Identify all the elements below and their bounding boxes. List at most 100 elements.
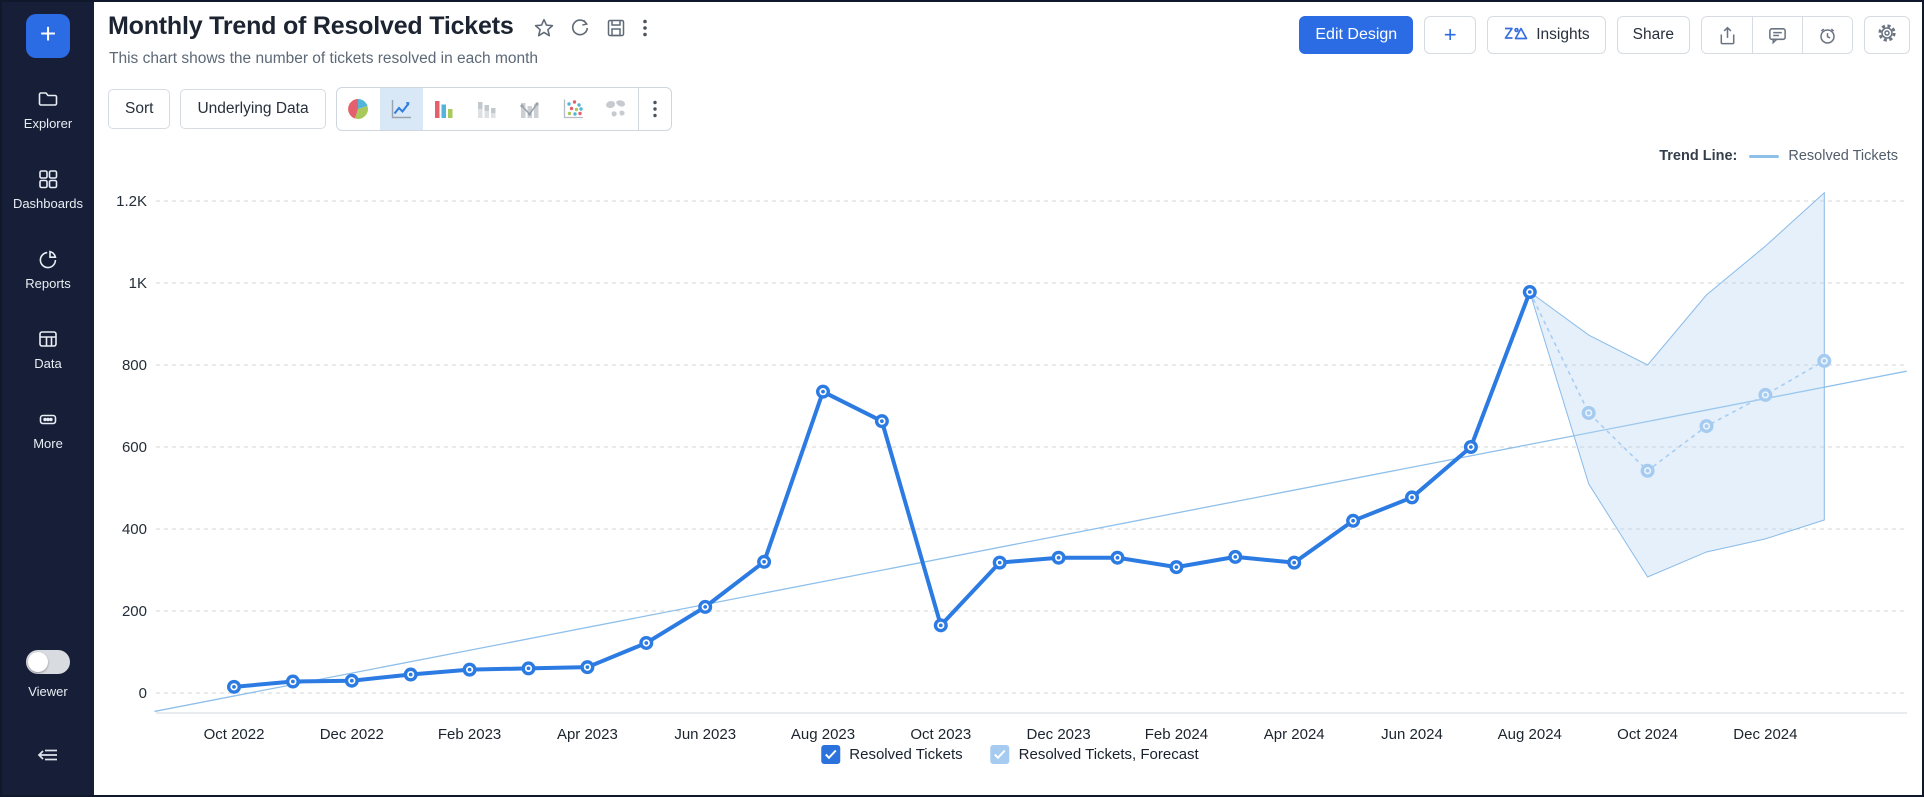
- data-point-marker: [408, 672, 413, 677]
- x-tick-label: Dec 2023: [1026, 726, 1090, 743]
- trend-line: [154, 370, 1907, 713]
- data-point-marker: [526, 666, 531, 671]
- data-point-marker: [1586, 411, 1591, 415]
- legend-item-resolved-tickets[interactable]: Resolved Tickets: [821, 745, 963, 764]
- data-point-marker: [821, 389, 825, 394]
- x-tick-label: Oct 2022: [204, 726, 265, 743]
- data-point-marker: [1056, 555, 1061, 560]
- stacked-bar-icon[interactable]: [466, 88, 509, 130]
- data-point-marker: [1822, 359, 1827, 363]
- folder-icon: [37, 88, 59, 110]
- chart-types-more-icon[interactable]: [639, 88, 671, 130]
- forecast-band: [1528, 191, 1825, 578]
- legend-label: Resolved Tickets: [849, 746, 963, 763]
- x-tick-label: Jun 2024: [1381, 726, 1443, 743]
- chart-area: 0 200 400 600 800 1K 1.2K Oct 2022 Dec 2022 Feb 2…: [94, 142, 1924, 797]
- refresh-icon[interactable]: [570, 18, 590, 38]
- sidebar-item-label: Data: [34, 356, 62, 371]
- chart-legend: Resolved Tickets Resolved Tickets, Forec…: [821, 745, 1199, 764]
- data-point-marker: [291, 679, 295, 684]
- data-point-marker: [1410, 495, 1414, 500]
- y-tick-label: 1.2K: [116, 193, 147, 210]
- trend-line-series: Resolved Tickets: [1788, 148, 1898, 164]
- map-chart-icon[interactable]: [595, 88, 638, 130]
- toggle-knob: [28, 652, 48, 672]
- settings-gear-icon: [1876, 22, 1898, 49]
- x-tick-label: Oct 2023: [910, 726, 971, 743]
- divider: [637, 88, 639, 130]
- x-tick-label: Apr 2023: [557, 726, 618, 743]
- sidebar-item-label: More: [33, 436, 63, 451]
- scatter-chart-icon[interactable]: [552, 88, 595, 130]
- trend-line-swatch: [1749, 154, 1780, 158]
- data-point-marker: [1174, 565, 1179, 570]
- y-tick-label: 200: [122, 603, 147, 620]
- sidebar-item-data[interactable]: Data: [2, 328, 94, 386]
- collapse-sidebar-button[interactable]: [35, 744, 61, 771]
- x-tick-label: Aug 2024: [1498, 726, 1562, 743]
- insights-button[interactable]: Insights: [1487, 16, 1606, 54]
- data-point-marker: [1351, 518, 1355, 523]
- legend-item-forecast[interactable]: Resolved Tickets, Forecast: [990, 745, 1199, 764]
- data-point-marker: [467, 667, 472, 672]
- export-button[interactable]: [1702, 17, 1752, 53]
- checkbox-checked-icon: [821, 745, 841, 764]
- sidebar-item-more[interactable]: More: [2, 408, 94, 466]
- kebab-menu-icon[interactable]: [642, 18, 648, 38]
- x-tick-label: Dec 2022: [320, 726, 384, 743]
- add-view-button[interactable]: +: [1424, 16, 1477, 54]
- data-point-marker: [1115, 555, 1120, 560]
- data-point-marker: [997, 560, 1002, 565]
- y-tick-label: 0: [139, 685, 147, 702]
- x-tick-label: Apr 2024: [1264, 726, 1325, 743]
- trend-line-label: Trend Line:: [1659, 148, 1738, 164]
- comment-button[interactable]: [1752, 17, 1802, 53]
- chart-type-switcher: [335, 87, 672, 131]
- viewer-toggle[interactable]: [26, 650, 70, 674]
- line-chart-icon[interactable]: [379, 88, 423, 130]
- sort-button[interactable]: Sort: [108, 89, 171, 129]
- create-new-button[interactable]: +: [26, 14, 70, 58]
- data-point-marker: [938, 623, 943, 628]
- data-point-marker: [1292, 560, 1297, 565]
- data-point-marker: [703, 605, 708, 609]
- edit-design-button[interactable]: Edit Design: [1299, 16, 1414, 54]
- save-icon[interactable]: [606, 18, 626, 38]
- zia-icon: [1503, 23, 1529, 48]
- sidebar-item-dashboards[interactable]: Dashboards: [2, 168, 94, 226]
- checkbox-checked-icon: [990, 745, 1010, 764]
- forecast-line: [1529, 291, 1825, 472]
- x-tick-label: Dec 2024: [1733, 726, 1797, 743]
- grid-icon: [37, 168, 59, 190]
- chart-canvas[interactable]: 0 200 400 600 800 1K 1.2K Oct 2022 Dec 2022 Feb 2…: [94, 142, 1924, 797]
- sidebar-item-reports[interactable]: Reports: [2, 248, 94, 306]
- settings-button[interactable]: [1864, 16, 1910, 54]
- underlying-data-button[interactable]: Underlying Data: [180, 89, 326, 129]
- data-point-marker: [762, 559, 766, 564]
- page-subtitle: This chart shows the number of tickets r…: [109, 50, 539, 67]
- data-point-marker: [1469, 445, 1473, 449]
- x-tick-label: Oct 2024: [1617, 726, 1678, 743]
- page-title: Monthly Trend of Resolved Tickets: [108, 12, 514, 40]
- data-point-marker: [880, 419, 884, 424]
- bar-chart-icon[interactable]: [423, 88, 466, 130]
- share-button[interactable]: Share: [1616, 16, 1690, 54]
- viewer-label: Viewer: [28, 684, 68, 699]
- history-button[interactable]: [1802, 17, 1852, 53]
- sidebar-item-label: Explorer: [23, 116, 73, 131]
- sidebar: + Explorer Dashboards: [2, 2, 94, 795]
- ellipsis-icon: [37, 408, 59, 430]
- pie-chart-icon[interactable]: [337, 88, 380, 130]
- star-icon[interactable]: [534, 18, 554, 38]
- y-tick-label: 800: [122, 357, 147, 374]
- data-point-marker: [1527, 290, 1532, 294]
- data-point-marker: [644, 641, 649, 645]
- x-tick-label: Feb 2023: [438, 726, 501, 743]
- sidebar-item-explorer[interactable]: Explorer: [2, 88, 94, 146]
- series-line: [232, 290, 1532, 689]
- data-point-marker: [1233, 554, 1238, 559]
- y-tick-label: 400: [122, 521, 147, 538]
- x-tick-label: Jun 2023: [674, 726, 736, 743]
- combo-chart-icon[interactable]: [509, 88, 552, 130]
